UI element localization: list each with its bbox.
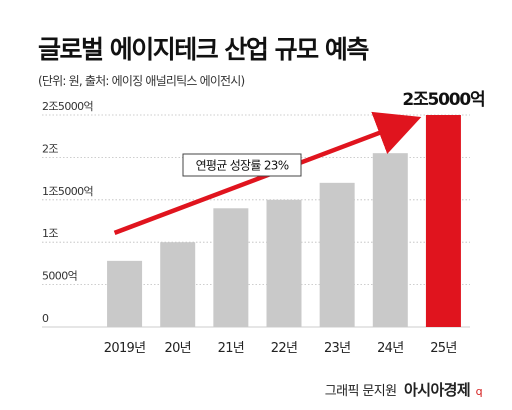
x-tick-label: 2019년: [104, 341, 146, 356]
bar: [372, 153, 408, 327]
bar: [160, 242, 196, 327]
graphic-credit: 그래픽 문지원: [324, 384, 397, 399]
y-tick-label: 1조: [42, 227, 58, 240]
y-tick-label: 2조: [42, 142, 58, 155]
annotation-text: 연평균 성장률 23%: [196, 159, 289, 173]
x-tick-label: 21년: [218, 341, 244, 356]
x-tick-label: 23년: [324, 341, 350, 356]
footer-credit: 그래픽 문지원 아시아경제 q: [324, 379, 483, 400]
trend-arrow: [113, 111, 422, 235]
annotation-box: [182, 153, 302, 177]
bar: [266, 199, 302, 327]
bar: [319, 182, 355, 327]
x-tick-label: 25년: [430, 341, 456, 356]
bar: [107, 260, 143, 327]
y-tick-label: 2조5000억: [42, 100, 93, 113]
bar: [213, 208, 249, 327]
y-tick-label: 1조5000억: [42, 185, 93, 198]
y-tick-label: 5000억: [42, 270, 77, 283]
bar-highlight: [425, 115, 461, 327]
x-tick-label: 20년: [165, 341, 191, 356]
x-tick-label: 24년: [377, 341, 403, 356]
chart-title: 글로벌 에이지테크 산업 규모 예측: [38, 35, 369, 64]
x-tick-label: 22년: [271, 341, 297, 356]
brand-mark-icon: q: [475, 385, 483, 398]
chart-subtitle: (단위: 원, 출처: 에이징 애널리틱스 에이전시): [38, 74, 245, 88]
brand-logo-text: 아시아경제: [404, 381, 471, 399]
y-tick-label: 0: [42, 312, 49, 325]
highlight-value-label: 2조5000억: [402, 90, 484, 110]
